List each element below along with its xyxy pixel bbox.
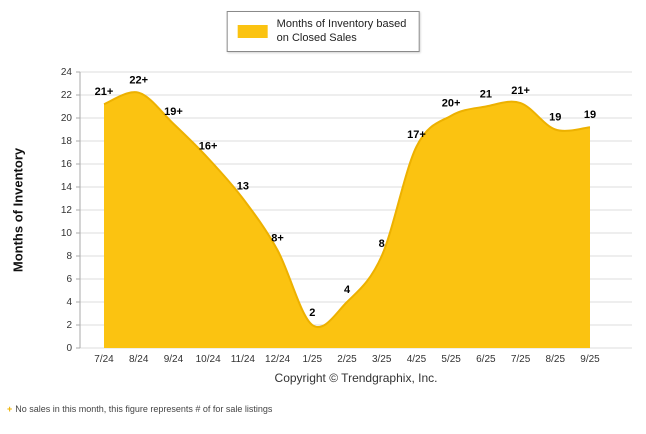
x-tick-label: 7/24	[94, 354, 114, 365]
x-tick-label: 9/24	[164, 354, 184, 365]
point-label: 20+	[442, 98, 461, 110]
y-axis-title: Months of Inventory	[10, 147, 26, 273]
footnote-text: No sales in this month, this figure repr…	[15, 404, 273, 414]
x-tick-label: 3/25	[372, 354, 392, 365]
x-tick-label: 7/25	[511, 354, 531, 365]
point-label: 13	[237, 181, 249, 193]
x-tick-label: 8/24	[129, 354, 149, 365]
footnote-marker: +	[7, 404, 13, 414]
x-tick-label: 1/25	[303, 354, 323, 365]
legend-swatch-icon	[237, 24, 268, 38]
y-tick-label: 18	[61, 136, 73, 147]
footnote: + No sales in this month, this figure rep…	[7, 404, 272, 414]
x-tick-label: 11/24	[231, 354, 256, 365]
x-tick-label: 2/25	[337, 354, 357, 365]
point-label: 4	[344, 284, 351, 296]
y-tick-label: 24	[61, 67, 73, 78]
x-tick-label: 6/25	[476, 354, 496, 365]
point-label: 16+	[199, 140, 218, 152]
y-tick-label: 10	[61, 228, 73, 239]
point-label: 21+	[95, 86, 114, 98]
y-tick-label: 20	[61, 113, 73, 124]
y-tick-label: 8	[66, 251, 72, 262]
point-label: 19	[584, 109, 596, 121]
y-tick-label: 14	[61, 182, 73, 193]
legend-label-line2: on Closed Sales	[276, 32, 357, 45]
copyright-text: Copyright © Trendgraphix, Inc.	[274, 371, 438, 385]
x-tick-label: 8/25	[546, 354, 566, 365]
y-tick-label: 22	[61, 90, 73, 101]
point-label: 19+	[164, 106, 183, 118]
area-fill	[104, 92, 590, 349]
point-label: 19	[549, 112, 561, 124]
legend-label: Months of Inventory based on Closed Sale…	[277, 17, 407, 46]
area-line	[103, 91, 591, 328]
point-label: 8	[379, 238, 385, 250]
legend: Months of Inventory based on Closed Sale…	[226, 11, 420, 52]
point-label: 22+	[129, 75, 148, 87]
point-label: 21	[480, 89, 492, 101]
point-label: 8+	[271, 232, 284, 244]
point-label: 2	[309, 307, 315, 319]
point-label: 17+	[407, 129, 426, 141]
x-tick-label: 9/25	[580, 354, 600, 365]
x-tick-label: 10/24	[196, 354, 221, 365]
y-tick-label: 4	[66, 297, 72, 308]
legend-label-line1: Months of Inventory based	[276, 18, 407, 30]
y-tick-label: 0	[66, 343, 72, 354]
x-tick-label: 5/25	[441, 354, 461, 365]
point-label: 21+	[511, 85, 530, 97]
y-tick-label: 2	[66, 320, 72, 331]
y-tick-label: 16	[61, 159, 73, 170]
x-tick-label: 12/24	[265, 354, 290, 365]
y-tick-label: 6	[66, 274, 72, 285]
x-tick-label: 4/25	[407, 354, 427, 365]
y-tick-label: 12	[61, 205, 73, 216]
